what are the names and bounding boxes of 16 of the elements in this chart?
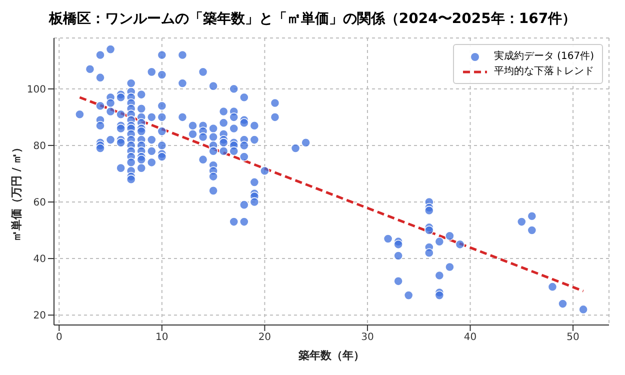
x-tick-label: 10 <box>156 332 168 344</box>
x-tick-label: 30 <box>361 332 374 344</box>
y-tick-label: 80 <box>33 141 46 152</box>
y-tick-label: 100 <box>26 84 46 96</box>
x-axis-title: 築年数（年） <box>298 349 364 362</box>
y-axis-title: ㎡単価（万円 / ㎡） <box>10 142 23 242</box>
legend-label: 実成約データ (167件) <box>494 50 594 64</box>
x-tick-label: 20 <box>258 332 272 344</box>
chart-title: 板橋区：ワンルームの「築年数」と「㎡単価」の関係（2024〜2025年：167件） <box>48 10 578 29</box>
y-tick-label: 40 <box>33 254 46 266</box>
x-tick-label: 50 <box>566 332 580 344</box>
legend-label: 平均的な下落トレンド <box>494 64 594 79</box>
x-tick-label: 0 <box>56 332 62 344</box>
y-tick-label: 20 <box>33 310 46 322</box>
x-tick-label: 40 <box>464 332 477 344</box>
y-tick-label: 60 <box>33 198 46 209</box>
